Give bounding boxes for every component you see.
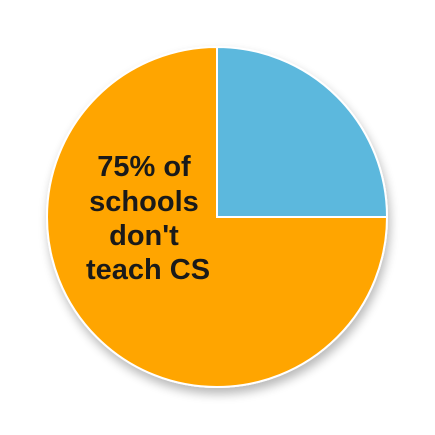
annotation-line-2: schools (89, 186, 199, 218)
pie-slices (46, 45, 389, 388)
annotation-line-1: 75% of (97, 151, 191, 183)
pie-slice-25 (216, 45, 389, 218)
pie-slice-75 (46, 45, 389, 388)
annotation-line-3: don't (109, 220, 179, 252)
annotation-line-4: teach CS (86, 254, 210, 286)
slice-annotation: 75% of schools don't teach CS (86, 151, 210, 286)
